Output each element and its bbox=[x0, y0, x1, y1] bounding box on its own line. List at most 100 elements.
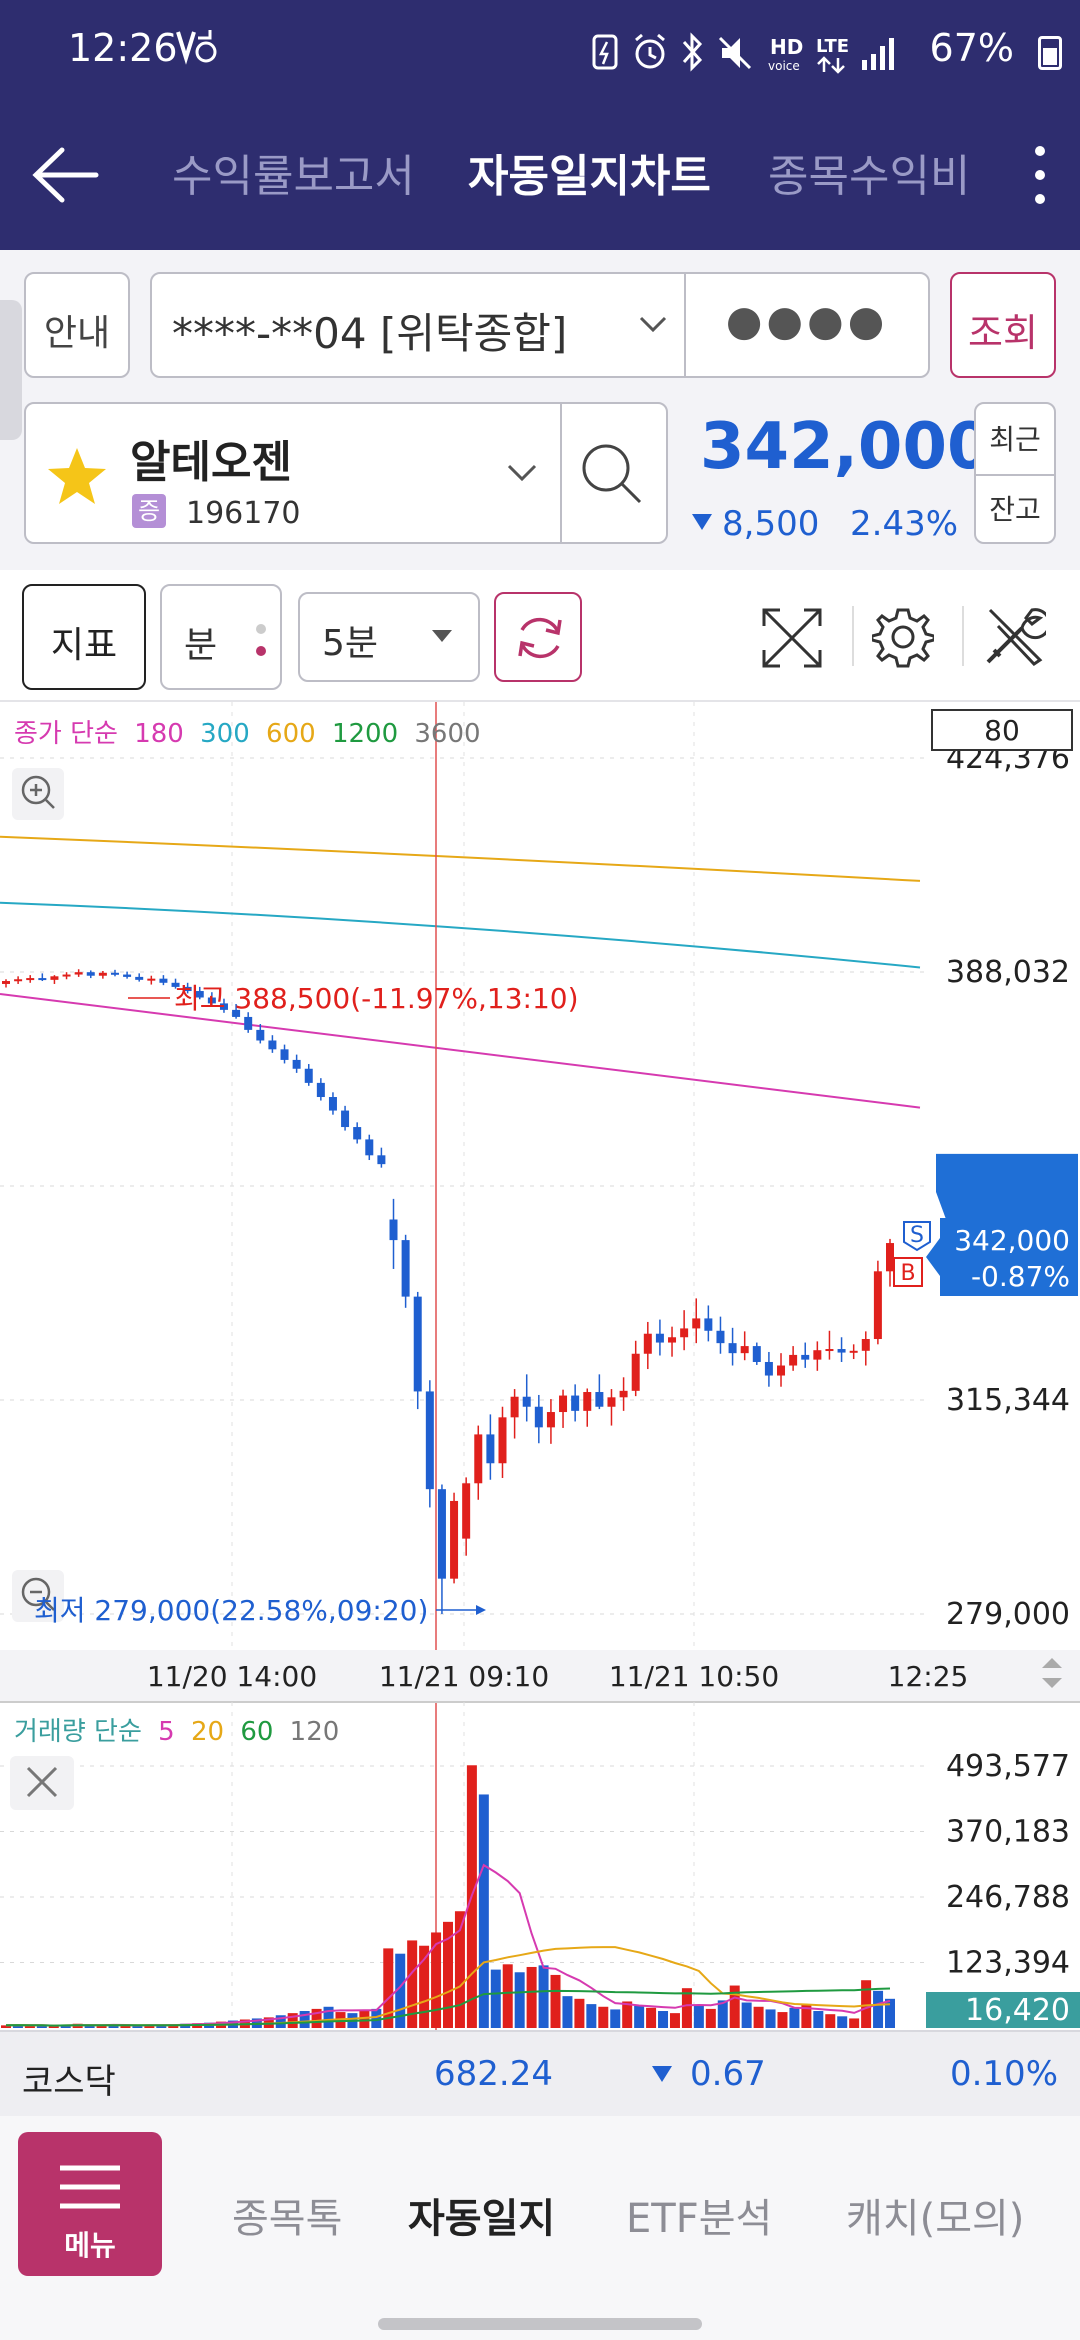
stock-selector[interactable]: 알테오젠 증 196170 bbox=[24, 402, 668, 544]
query-button[interactable]: 조회 bbox=[950, 272, 1056, 378]
tab-return-report[interactable]: 수익률보고서 bbox=[172, 151, 415, 202]
candle bbox=[486, 1414, 495, 1480]
password-field[interactable]: ●●●● bbox=[725, 296, 889, 345]
scroll-updown-icon[interactable] bbox=[1042, 1658, 1062, 1688]
volume-bar bbox=[634, 2005, 645, 2028]
bar-count-box[interactable] bbox=[931, 709, 1073, 751]
nav-auto-journal[interactable]: 자동일지 bbox=[408, 2196, 556, 2242]
guide-button[interactable]: 안내 bbox=[24, 272, 130, 378]
indicator-button[interactable]: 지표 bbox=[22, 584, 146, 690]
volume-bar bbox=[777, 2012, 788, 2028]
candle bbox=[837, 1337, 846, 1362]
refresh-button[interactable] bbox=[494, 592, 582, 682]
candle bbox=[546, 1399, 555, 1444]
balance-label[interactable]: 잔고 bbox=[989, 493, 1041, 526]
svg-text:S: S bbox=[910, 1223, 924, 1248]
high-price-label: 최고 388,500(-11.97%,13:10) bbox=[174, 982, 579, 1015]
lte-icon: LTE bbox=[816, 36, 849, 74]
star-favorite-icon[interactable] bbox=[46, 446, 108, 506]
volume-bar bbox=[311, 2008, 322, 2028]
stock-code: 196170 bbox=[186, 496, 301, 531]
stock-badge: 증 bbox=[132, 494, 166, 528]
volume-bar bbox=[383, 1948, 394, 2028]
candle bbox=[207, 992, 216, 1006]
volume-bar bbox=[861, 1980, 872, 2028]
moving-average-lines bbox=[0, 835, 921, 1109]
candle bbox=[825, 1330, 834, 1360]
candle bbox=[365, 1134, 374, 1161]
side-drawer-handle[interactable] bbox=[0, 300, 22, 440]
volume-bar bbox=[443, 1921, 453, 2028]
candle bbox=[413, 1291, 422, 1410]
volume-bar bbox=[419, 1945, 430, 2028]
refresh-icon bbox=[518, 617, 562, 659]
candle bbox=[135, 973, 144, 982]
home-indicator[interactable] bbox=[378, 2318, 702, 2330]
nav-catch-mock[interactable]: 캐치(모의) bbox=[846, 2196, 1025, 2242]
candle bbox=[219, 998, 228, 1013]
candle bbox=[668, 1326, 677, 1357]
search-icon[interactable] bbox=[578, 440, 646, 508]
svg-text:-0.87%: -0.87% bbox=[971, 1260, 1070, 1293]
time-tick: 11/21 10:50 bbox=[609, 1660, 779, 1693]
tab-stock-return[interactable]: 종목수익비 bbox=[768, 151, 971, 202]
recent-label[interactable]: 최근 bbox=[989, 423, 1041, 456]
nav-stock-talk[interactable]: 종목톡 bbox=[232, 2196, 343, 2242]
menu-button[interactable]: 메뉴 bbox=[18, 2132, 162, 2276]
back-button[interactable] bbox=[24, 130, 114, 220]
index-pct: 0.10% bbox=[949, 2054, 1058, 2094]
candle bbox=[62, 972, 71, 980]
price-change: 8,500 bbox=[722, 504, 820, 544]
volume-tick: 370,183 bbox=[946, 1815, 1070, 1850]
ma-line-300 bbox=[0, 901, 921, 969]
volume-bar bbox=[454, 1911, 465, 2028]
stock-name: 알테오젠 bbox=[130, 437, 292, 488]
volume-bar bbox=[108, 2024, 119, 2028]
volume-bar bbox=[873, 1990, 884, 2028]
dot-icon bbox=[256, 624, 266, 634]
volume-bar bbox=[813, 2011, 824, 2028]
volume-tick: 246,788 bbox=[946, 1880, 1070, 1915]
nav-etf-analysis[interactable]: ETF분석 bbox=[626, 2196, 773, 2242]
candle bbox=[595, 1374, 604, 1410]
price-tick: 279,000 bbox=[946, 1597, 1070, 1632]
candle bbox=[195, 986, 204, 1000]
volume-bar bbox=[478, 1794, 489, 2028]
volume-bar bbox=[514, 1972, 525, 2028]
low-price-label: 최저 279,000(22.58%,09:20) bbox=[34, 1594, 428, 1627]
index-value: 682.24 bbox=[434, 2054, 553, 2094]
expand-icon[interactable] bbox=[760, 606, 824, 670]
tools-icon[interactable] bbox=[982, 604, 1046, 668]
volume-bar bbox=[24, 2025, 35, 2028]
battery-percent: 67% bbox=[929, 26, 1014, 70]
candle bbox=[462, 1477, 471, 1556]
chevron-down-icon[interactable] bbox=[506, 462, 538, 484]
zoom-out-icon[interactable] bbox=[12, 1570, 64, 1622]
candle bbox=[110, 969, 119, 977]
recent-balance-toggle[interactable]: 최근 잔고 bbox=[974, 402, 1056, 544]
more-menu-icon[interactable] bbox=[1020, 130, 1060, 220]
candle bbox=[728, 1327, 737, 1366]
arrow-left-icon bbox=[32, 147, 99, 203]
candle bbox=[377, 1147, 386, 1168]
candle bbox=[353, 1122, 362, 1144]
market-index-bar[interactable]: 코스닥 682.24 0.67 0.10% bbox=[0, 2030, 1080, 2116]
chart-toolbar: 지표 분 5분 bbox=[0, 570, 1080, 702]
period-select[interactable]: 5분 bbox=[298, 592, 480, 682]
candle bbox=[643, 1321, 652, 1370]
candle bbox=[789, 1346, 798, 1371]
volume-bar bbox=[717, 2000, 728, 2028]
zoom-in-icon[interactable] bbox=[12, 768, 64, 820]
unit-button[interactable]: 분 bbox=[160, 584, 282, 690]
close-icon[interactable] bbox=[10, 1756, 74, 1810]
volume-bar bbox=[825, 2014, 836, 2028]
volume-bar bbox=[12, 2024, 23, 2028]
gear-icon[interactable] bbox=[872, 606, 934, 668]
volume-bar bbox=[84, 2025, 95, 2028]
candle bbox=[752, 1342, 761, 1365]
tab-auto-journal-chart[interactable]: 자동일지차트 bbox=[468, 151, 711, 202]
volume-bar bbox=[729, 1985, 740, 2028]
account-select[interactable]: ****-**04 [위탁종합] ●●●● bbox=[150, 272, 930, 378]
